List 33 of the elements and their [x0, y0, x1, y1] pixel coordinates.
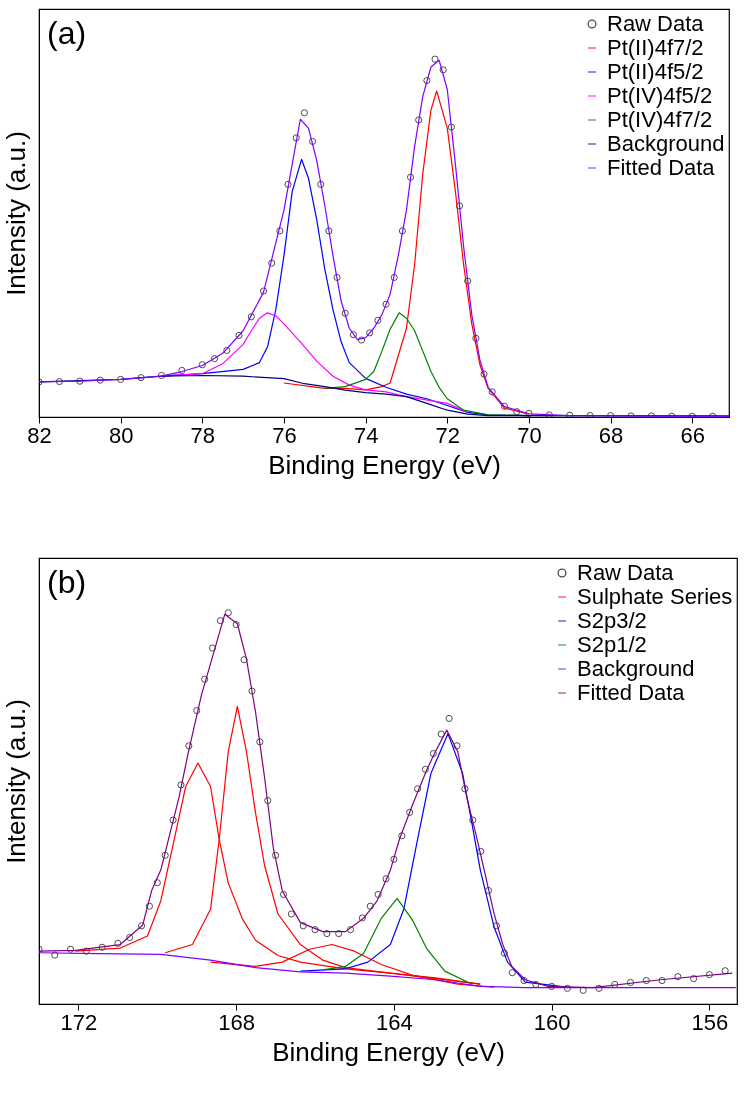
text: (a) [47, 15, 87, 51]
y-axis-title: Intensity (a.u.) [0, 699, 31, 864]
x-tick-label: 80 [108, 422, 134, 448]
x-tick-label: 78 [190, 422, 216, 448]
legend-label: Pt(IV)4f5/2 [607, 83, 713, 108]
x-tick-label: 160 [533, 1009, 571, 1035]
legend-label: Raw Data [577, 560, 675, 585]
x-tick-label: 70 [517, 422, 542, 448]
legend-label: Raw Data [607, 11, 705, 36]
legend-label: S2p3/2 [577, 608, 647, 633]
x-axis-title: Binding Energy (eV) [272, 1036, 505, 1067]
x-tick-label: 168 [218, 1009, 256, 1035]
legend-label: Pt(II)4f7/2 [607, 35, 704, 60]
text: (b) [47, 564, 87, 600]
x-tick-label: 72 [435, 422, 461, 448]
x-tick-label: 66 [680, 422, 705, 448]
x-tick-label: 74 [353, 422, 379, 448]
legend-label: Fitted Data [577, 680, 686, 705]
legend-label: Pt(IV)4f7/2 [607, 107, 713, 132]
x-tick-label: 82 [27, 422, 52, 448]
legend-label: Background [577, 656, 695, 681]
legend-label: S2p1/2 [577, 632, 647, 657]
legend-label: Pt(II)4f5/2 [607, 59, 704, 84]
x-axis-title: Binding Energy (eV) [268, 449, 501, 480]
legend-label: Sulphate Series [577, 584, 733, 609]
x-tick-label: 76 [272, 422, 297, 448]
x-tick-label: 156 [691, 1009, 729, 1035]
legend-label: Fitted Data [607, 155, 716, 180]
legend-label: Background [607, 131, 725, 156]
y-axis-title: Intensity (a.u.) [0, 131, 31, 296]
x-tick-label: 68 [598, 422, 624, 448]
x-tick-label: 164 [376, 1009, 413, 1035]
x-tick-label: 172 [60, 1009, 98, 1035]
